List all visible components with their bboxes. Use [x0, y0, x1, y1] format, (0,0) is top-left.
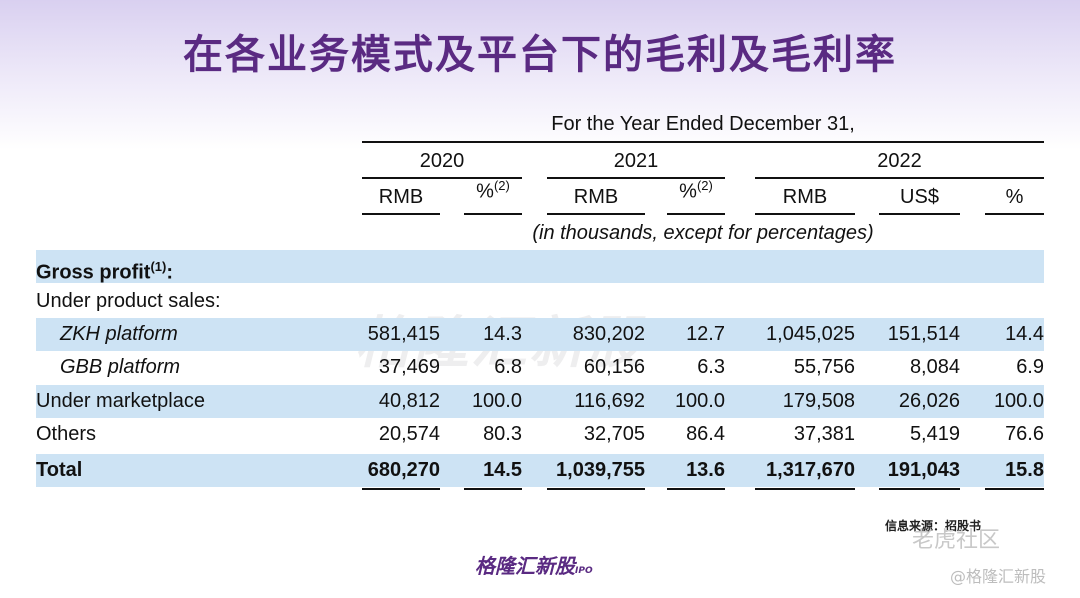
cell-rmb-2020: 581,415 [367, 323, 440, 345]
watermark-tiger: 老虎社区 [912, 528, 1001, 553]
year-header-2020: 2020 [419, 150, 465, 172]
page-title: 在各业务模式及平台下的毛利及毛利率 [183, 32, 897, 78]
cell-rmb-2020: 37,469 [378, 356, 440, 378]
total-rule [362, 488, 440, 490]
row-label: Gross profit(1): [36, 259, 174, 284]
brand-logo: 格隆汇新股IPO [475, 554, 593, 578]
unit-rule [755, 213, 855, 215]
year-rule-2020 [362, 177, 522, 179]
units-note: (in thousands, except for percentages) [532, 222, 874, 244]
cell-rmb-2021: 116,692 [574, 390, 645, 412]
cell-rmb-2020: 20,574 [378, 423, 440, 445]
cell-usd-2022: 8,084 [909, 356, 960, 378]
row-label: GBB platform [60, 356, 181, 378]
unit-rule [985, 213, 1044, 215]
year-header-2021: 2021 [613, 150, 659, 172]
unit-header: %(2) [679, 178, 713, 203]
unit-rule [667, 213, 725, 215]
cell-pct-2022: 15.8 [1005, 459, 1044, 481]
cell-rmb-2020: 680,270 [367, 459, 440, 481]
cell-rmb-2021: 60,156 [583, 356, 645, 378]
unit-header: % [1005, 186, 1024, 208]
total-rule [667, 488, 725, 490]
unit-header: RMB [378, 186, 424, 208]
cell-rmb-2022: 1,045,025 [766, 323, 855, 345]
cell-rmb-2021: 32,705 [583, 423, 645, 445]
unit-rule [464, 213, 522, 215]
unit-header: RMB [573, 186, 619, 208]
unit-header: US$ [900, 186, 939, 208]
cell-usd-2022: 26,026 [898, 390, 960, 412]
table-row-gross-profit: Gross profit(1): [36, 250, 1044, 284]
cell-pct-2020: 6.8 [494, 356, 522, 378]
cell-pct-2022: 14.4 [1005, 323, 1044, 345]
cell-rmb-2020: 40,812 [378, 390, 440, 412]
cell-pct-2020: 14.3 [483, 323, 522, 345]
table-row: Others 20,574 80.3 32,705 86.4 37,381 5,… [36, 418, 1044, 451]
cell-rmb-2022: 55,756 [793, 356, 855, 378]
row-label: Under marketplace [36, 390, 205, 412]
cell-pct-2022: 100.0 [993, 390, 1044, 412]
unit-rule [879, 213, 960, 215]
cell-pct-2021: 100.0 [674, 390, 725, 412]
cell-usd-2022: 191,043 [887, 459, 960, 481]
row-label: ZKH platform [60, 323, 178, 345]
table-row: GBB platform 37,469 6.8 60,156 6.3 55,75… [36, 351, 1044, 384]
year-header-2022: 2022 [877, 150, 922, 172]
table-row-product-sales: Under product sales: [36, 285, 1044, 318]
cell-pct-2021: 12.7 [686, 323, 725, 345]
watermark-handle: @格隆汇新股 [950, 567, 1047, 586]
cell-rmb-2022: 1,317,670 [766, 459, 855, 481]
cell-pct-2021: 86.4 [686, 423, 725, 445]
period-rule [362, 141, 1044, 143]
total-rule [985, 488, 1044, 490]
table-row: Under marketplace 40,812 100.0 116,692 1… [36, 385, 1044, 418]
period-header: For the Year Ended December 31, [551, 113, 855, 135]
total-rule [464, 488, 522, 490]
cell-rmb-2021: 1,039,755 [556, 459, 645, 481]
total-rule [879, 488, 960, 490]
cell-usd-2022: 5,419 [909, 423, 960, 445]
cell-usd-2022: 151,514 [887, 323, 960, 345]
total-rule [755, 488, 855, 490]
cell-pct-2022: 76.6 [1005, 423, 1044, 445]
year-rule-2022 [755, 177, 1044, 179]
year-rule-2021 [547, 177, 725, 179]
cell-pct-2021: 6.3 [697, 356, 725, 378]
unit-rule [547, 213, 645, 215]
total-rule [547, 488, 645, 490]
row-label: Others [36, 423, 97, 445]
cell-pct-2020: 80.3 [483, 423, 522, 445]
cell-pct-2022: 6.9 [1016, 356, 1044, 378]
row-label: Total [36, 459, 83, 481]
source-note: 信息来源：招股书 [885, 519, 982, 533]
cell-pct-2020: 100.0 [471, 390, 522, 412]
cell-rmb-2021: 830,202 [572, 323, 645, 345]
row-label: Under product sales: [36, 290, 221, 312]
table-row: ZKH platform 581,415 14.3 830,202 12.7 1… [36, 318, 1044, 351]
unit-rule [362, 213, 440, 215]
unit-header: %(2) [476, 178, 510, 203]
table-row-total: Total 680,270 14.5 1,039,755 13.6 1,317,… [36, 454, 1044, 487]
cell-rmb-2022: 179,508 [782, 390, 855, 412]
cell-pct-2020: 14.5 [483, 459, 522, 481]
cell-pct-2021: 13.6 [686, 459, 725, 481]
cell-rmb-2022: 37,381 [793, 423, 855, 445]
unit-header: RMB [782, 186, 828, 208]
